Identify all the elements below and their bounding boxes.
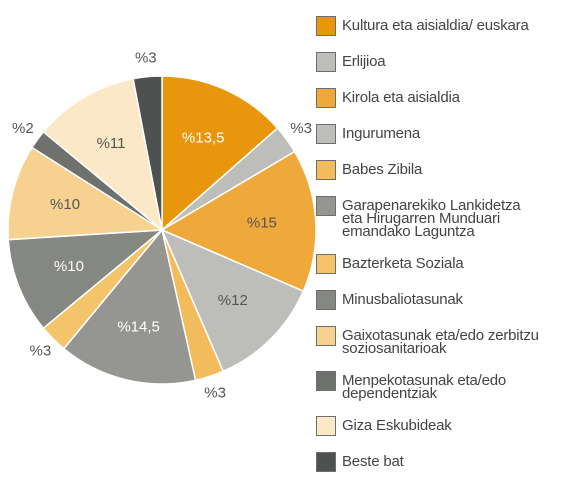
slice-label: %3	[30, 343, 52, 360]
slice-label: %14,5	[117, 318, 160, 335]
pie-slice	[7, 229, 165, 330]
pie-slice	[132, 75, 163, 231]
legend-item: Minusbaliotasunak	[316, 290, 542, 310]
legend-label: Gaixotasunak eta/edo zerbitzu soziosanit…	[342, 327, 539, 357]
pie-slice	[160, 150, 317, 293]
legend-swatch	[316, 326, 336, 346]
legend-label: Minusbaliotasunak	[342, 291, 463, 308]
legend-item: Kultura eta aisialdia/ euskara	[316, 16, 542, 36]
slice-label: %10	[54, 258, 84, 275]
pie-slice	[7, 146, 165, 241]
slice-label: %2	[12, 120, 34, 137]
legend-item: Erlijioa	[316, 52, 542, 72]
legend-item: Ingurumena	[316, 124, 542, 144]
legend-swatch	[316, 254, 336, 274]
legend-item: Babes Zibila	[316, 160, 542, 180]
slice-label: %15	[247, 215, 277, 232]
legend-label: Erlijioa	[342, 53, 386, 70]
legend-item: Kirola eta aisialdia	[316, 88, 542, 108]
slice-label: %13,5	[182, 130, 225, 147]
legend-swatch	[316, 196, 336, 216]
slice-label: %11	[97, 135, 126, 152]
legend-swatch	[316, 52, 336, 72]
legend-label: Kirola eta aisialdia	[342, 89, 460, 106]
legend-swatch	[316, 124, 336, 144]
legend-label: Giza Eskubideak	[342, 417, 452, 434]
slice-label: %10	[50, 196, 80, 213]
pie-slice	[160, 228, 305, 373]
legend-item: Bazterketa Soziala	[316, 254, 542, 274]
slice-label: %12	[218, 292, 248, 309]
legend-swatch	[316, 371, 336, 391]
slice-label: %3	[204, 385, 226, 402]
pie-slice	[42, 77, 164, 232]
legend-label: Menpekotasunak eta/edo dependentziak	[342, 372, 507, 402]
legend-item: Beste bat	[316, 452, 542, 472]
pie-slice	[161, 75, 279, 232]
legend-label: Kultura eta aisialdia/ euskara	[342, 17, 529, 34]
legend-swatch	[316, 416, 336, 436]
legend-label: Garapenarekiko Lankidetza eta Hirugarren…	[342, 197, 521, 240]
legend: Kultura eta aisialdia/ euskara Erlijioa Ki…	[316, 16, 542, 472]
legend-item: Gaixotasunak eta/edo zerbitzu soziosanit…	[316, 326, 542, 357]
pie-slice	[62, 228, 197, 385]
legend-label: Bazterketa Soziala	[342, 255, 464, 272]
legend-swatch	[316, 88, 336, 108]
slice-label: %3	[135, 50, 157, 67]
legend-item: Giza Eskubideak	[316, 416, 542, 436]
legend-swatch	[316, 16, 336, 36]
legend-label: Beste bat	[342, 453, 404, 470]
legend-label: Ingurumena	[342, 125, 421, 142]
legend-swatch	[316, 290, 336, 310]
pie-chart: %13,5 %3 %15 %12 %3 %14,5 %3 %10 %10 %2 %11 %3	[7, 50, 317, 402]
legend-item: Menpekotasunak eta/edo dependentziak	[316, 371, 542, 402]
legend-swatch	[316, 452, 336, 472]
slice-label: %3	[290, 120, 312, 137]
legend-label: Babes Zibila	[342, 161, 423, 178]
legend-swatch	[316, 160, 336, 180]
legend-item: Garapenarekiko Lankidetza eta Hirugarren…	[316, 196, 542, 240]
